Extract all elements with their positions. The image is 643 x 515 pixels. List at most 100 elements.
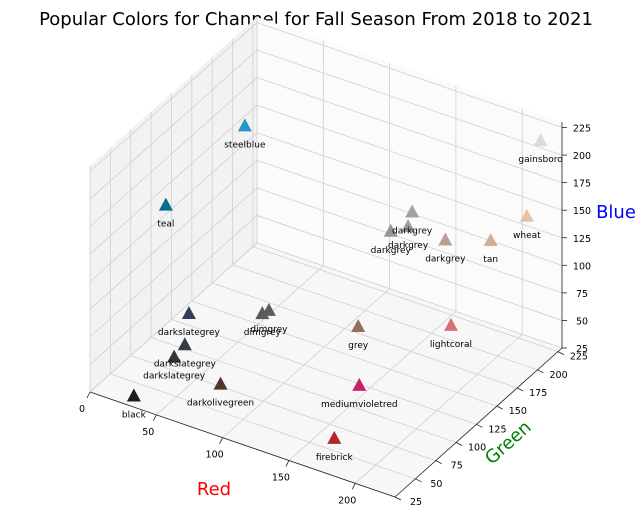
y-tick-mark <box>537 369 544 374</box>
point-label-tan: tan <box>483 255 498 265</box>
data-point-steelblue <box>237 118 252 132</box>
axis-lines <box>89 122 563 498</box>
point-label-teal: teal <box>157 220 174 230</box>
data-point-darkslategrey <box>181 306 196 320</box>
y-tick-label: 150 <box>509 406 527 417</box>
y-tick-mark <box>517 387 524 392</box>
data-point-darkgrey <box>383 223 398 237</box>
point-label-darkgrey: darkgrey <box>371 246 412 256</box>
grid-back-z <box>256 77 563 184</box>
x-tick-mark <box>152 414 157 422</box>
point-label-dimgrey: dimgrey <box>250 325 288 335</box>
point-labels: gainsborowheattandarkgreydarkgreydarkgre… <box>122 140 563 462</box>
data-point-dimgrey <box>261 302 276 316</box>
grid-back-z <box>256 22 563 128</box>
x-tick-label: 200 <box>338 495 356 506</box>
data-point-tan <box>483 232 498 246</box>
data-point-darkgrey <box>405 204 420 218</box>
y-tick-label: 50 <box>430 479 442 490</box>
grid-floor-y <box>232 264 538 371</box>
grid-floor-y <box>171 318 477 425</box>
point-label-dimgrey: dimgrey <box>244 328 282 338</box>
z-tick-label: 25 <box>576 344 588 355</box>
y-tick-mark <box>496 405 504 410</box>
point-label-darkolivegreen: darkolivegreen <box>187 399 254 409</box>
grid-floor-y <box>191 300 497 407</box>
data-point-gainsboro <box>533 133 548 147</box>
data-point-darkolivegreen <box>213 376 228 390</box>
z-tick-label: 50 <box>576 316 588 327</box>
chart-title: Popular Colors for Channel for Fall Seas… <box>39 9 593 30</box>
z-tick-label: 175 <box>573 179 591 190</box>
z-tick-label: 75 <box>576 289 588 300</box>
grid-back-z <box>256 104 563 211</box>
point-label-grey: grey <box>348 341 369 351</box>
point-label-gainsboro: gainsboro <box>518 155 563 165</box>
data-point-lightcoral <box>443 317 458 331</box>
y-tick-label: 100 <box>468 442 486 453</box>
grid-floor-y <box>212 282 518 389</box>
grid-back-z <box>256 132 563 239</box>
data-point-firebrick <box>327 430 342 444</box>
grid-floor-x <box>288 311 457 461</box>
z-tick-label: 150 <box>573 206 591 217</box>
grid-floor-y <box>150 337 457 443</box>
z-tick-label: 200 <box>573 151 591 162</box>
x-tick-mark <box>86 391 91 399</box>
grid-floor-y <box>130 355 436 462</box>
pane-left-wall <box>90 17 257 392</box>
z-axis-label: Blue <box>596 202 636 223</box>
grid-back-z <box>256 242 563 349</box>
y-tick-mark <box>557 351 565 355</box>
z-tick-label: 125 <box>573 234 591 245</box>
y-tick-mark <box>394 496 402 501</box>
y-tick-label: 25 <box>410 497 422 508</box>
point-label-steelblue: steelblue <box>224 140 266 150</box>
data-point-mediumvioletred <box>352 377 367 391</box>
pane-back-wall <box>257 17 562 348</box>
x-tick-mark <box>219 437 223 444</box>
grid-left-z <box>89 49 258 200</box>
y-tick-mark <box>476 423 483 428</box>
x-axis-label: Red <box>197 479 231 500</box>
y-tick-label: 225 <box>570 352 588 363</box>
grid-back-z <box>256 187 563 294</box>
point-label-darkslategrey: darkslategrey <box>143 372 206 382</box>
grid-left-z <box>89 104 258 255</box>
grid-left-z <box>89 160 258 310</box>
grid-back-z <box>256 49 563 156</box>
z-tick-label: 100 <box>573 261 591 272</box>
y-tick-mark <box>435 460 442 465</box>
data-point-black <box>126 388 141 402</box>
data-point-darkslategrey <box>177 337 192 351</box>
grid-floor-x <box>156 265 324 416</box>
point-label-darkgrey: darkgrey <box>425 255 466 265</box>
grid-left-z <box>89 187 258 338</box>
x-tick-label: 150 <box>272 472 290 483</box>
grid-left-z <box>89 77 258 227</box>
data-point-wheat <box>519 208 534 222</box>
data-points <box>126 118 548 444</box>
point-label-firebrick: firebrick <box>316 453 354 463</box>
y-tick-label: 125 <box>488 424 506 435</box>
grid-left-z <box>89 132 258 283</box>
grid-floor-x <box>222 288 390 438</box>
x-axis-line <box>89 391 396 498</box>
x-tick-label: 100 <box>206 450 224 461</box>
y-axis-line <box>394 347 563 498</box>
x-tick-mark <box>351 483 356 490</box>
z-tick-label: 225 <box>573 124 591 135</box>
point-label-black: black <box>122 411 147 421</box>
y-tick-label: 200 <box>549 370 567 381</box>
point-label-darkgrey: darkgrey <box>392 227 433 237</box>
grid-floor-y <box>110 373 416 480</box>
y-tick-label: 75 <box>451 461 463 472</box>
x-tick-mark <box>285 460 290 467</box>
y-tick-mark <box>415 478 422 483</box>
point-label-wheat: wheat <box>513 231 541 241</box>
point-label-darkgrey: darkgrey <box>388 241 429 251</box>
x-tick-label: 0 <box>79 404 85 415</box>
point-label-darkslategrey: darkslategrey <box>158 328 221 338</box>
point-label-mediumvioletred: mediumvioletred <box>321 400 398 410</box>
grid-left-z <box>89 242 258 393</box>
